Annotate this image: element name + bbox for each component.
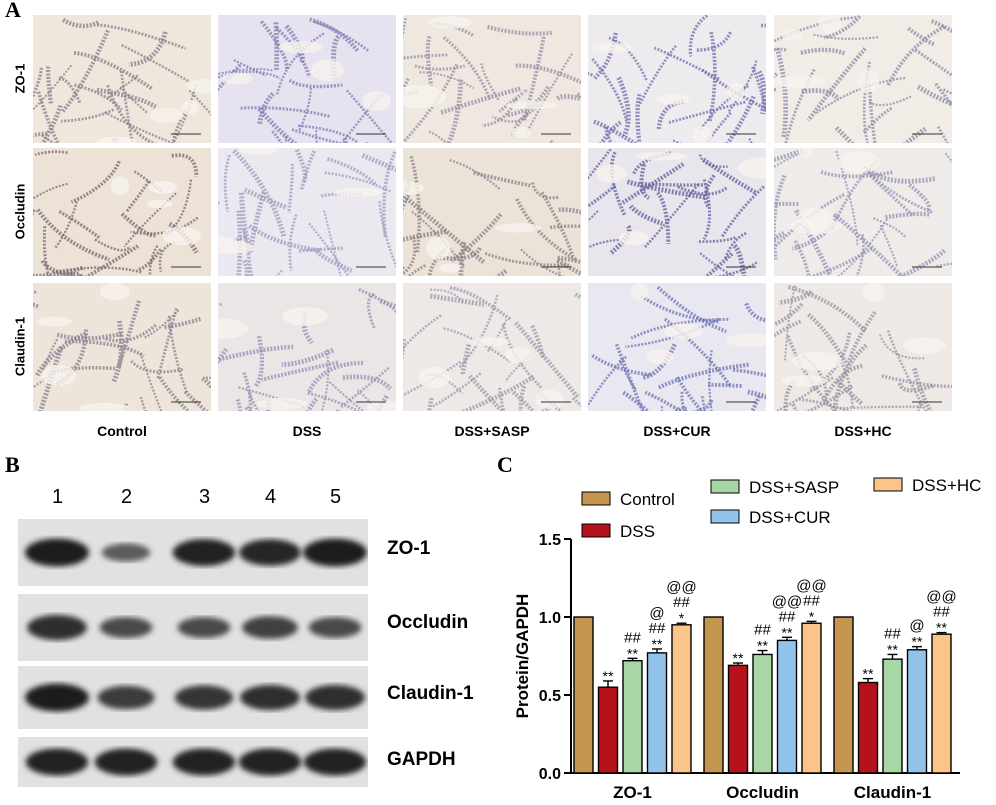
bar xyxy=(671,624,692,774)
lane-number-5: 5 xyxy=(330,486,342,508)
panel-b-letter: B xyxy=(5,452,20,477)
lane-number-2: 2 xyxy=(121,486,133,508)
bar xyxy=(931,633,952,774)
histology-image xyxy=(403,283,581,411)
bar xyxy=(833,616,854,774)
histology-image xyxy=(588,15,766,143)
column-label-3: DSS+CUR xyxy=(643,423,711,439)
bar xyxy=(857,681,879,774)
histology-image xyxy=(588,283,766,411)
significance-mark: ## xyxy=(803,592,820,609)
significance-mark: ## xyxy=(933,604,950,621)
panel-a-letter: A xyxy=(5,0,21,22)
bar xyxy=(646,652,668,774)
lane-number-3: 3 xyxy=(199,486,211,508)
lane-number-4: 4 xyxy=(265,486,277,508)
significance-mark: ## xyxy=(884,625,901,642)
histology-image xyxy=(403,15,581,143)
column-label-1: DSS xyxy=(292,423,322,439)
legend-swatch xyxy=(710,509,740,524)
blot-label: ZO-1 xyxy=(387,538,431,559)
y-tick-label: 0.0 xyxy=(539,766,561,783)
histology-image xyxy=(33,283,211,411)
row-label-0: ZO-1 xyxy=(12,63,28,94)
significance-mark: ## xyxy=(624,629,641,646)
legend-swatch xyxy=(581,523,611,538)
histology-image xyxy=(218,283,396,411)
column-label-2: DSS+SASP xyxy=(454,423,530,439)
significance-mark: ## xyxy=(673,594,690,611)
bar xyxy=(622,659,643,774)
histology-image xyxy=(33,148,211,276)
bar xyxy=(801,622,822,774)
blot-strip xyxy=(18,519,368,586)
blot-strip xyxy=(18,737,368,787)
blot-label: Occludin xyxy=(387,612,469,633)
bar xyxy=(597,686,619,774)
significance-mark: ** xyxy=(863,666,874,682)
row-label-1: Occludin xyxy=(12,183,28,240)
significance-mark: @@ xyxy=(926,589,956,606)
significance-mark: ** xyxy=(887,641,898,657)
blot-strip xyxy=(18,666,368,729)
legend-swatch xyxy=(581,491,611,506)
bar xyxy=(906,649,928,774)
significance-mark: @@ xyxy=(666,579,696,596)
category-label: Claudin-1 xyxy=(854,783,931,802)
histology-image xyxy=(774,283,952,411)
category-label: Occludin xyxy=(726,783,799,802)
significance-mark: ** xyxy=(936,620,947,636)
histology-image xyxy=(403,148,581,276)
legend-label: DSS+HC xyxy=(912,476,981,495)
panel-c-letter: C xyxy=(497,452,513,477)
significance-mark: @@ xyxy=(772,593,802,610)
significance-mark: @@ xyxy=(796,577,826,594)
blot-strip xyxy=(18,594,368,661)
significance-mark: ## xyxy=(779,608,796,625)
significance-mark: ## xyxy=(754,622,771,639)
legend-label: DSS+SASP xyxy=(749,478,839,497)
bar xyxy=(727,664,749,774)
significance-mark: ** xyxy=(652,636,663,652)
significance-mark: ** xyxy=(782,624,793,640)
significance-mark: ** xyxy=(627,645,638,661)
significance-mark: ## xyxy=(649,620,666,637)
bar xyxy=(573,616,594,774)
legend-label: Control xyxy=(620,490,675,509)
legend-label: DSS+CUR xyxy=(749,508,831,527)
significance-mark: * xyxy=(809,608,815,624)
significance-mark: ** xyxy=(733,650,744,666)
blot-label: GAPDH xyxy=(387,749,456,770)
significance-mark: @ xyxy=(909,618,924,635)
bar xyxy=(882,658,903,774)
bar xyxy=(703,616,724,774)
column-label-0: Control xyxy=(97,423,147,439)
row-label-2: Claudin-1 xyxy=(12,316,28,377)
legend-label: DSS xyxy=(620,522,655,541)
legend-swatch xyxy=(873,477,903,492)
bar xyxy=(752,653,773,774)
category-label: ZO-1 xyxy=(613,783,652,802)
histology-image xyxy=(774,148,952,276)
histology-image xyxy=(218,148,396,276)
y-tick-label: 1.5 xyxy=(539,532,561,549)
column-label-4: DSS+HC xyxy=(834,423,892,439)
legend-swatch xyxy=(710,479,740,494)
blot-label: Claudin-1 xyxy=(387,683,474,704)
histology-image xyxy=(218,15,396,143)
histology-image xyxy=(33,15,211,143)
lane-number-1: 1 xyxy=(52,486,64,508)
significance-mark: ** xyxy=(757,638,768,654)
bar xyxy=(776,639,798,774)
histology-image xyxy=(588,148,766,276)
y-tick-label: 1.0 xyxy=(539,610,561,627)
y-tick-label: 0.5 xyxy=(539,688,561,705)
significance-mark: @ xyxy=(649,605,664,622)
significance-mark: * xyxy=(679,610,685,626)
y-axis-label: Protein/GAPDH xyxy=(513,594,532,719)
significance-mark: ** xyxy=(912,634,923,650)
significance-mark: ** xyxy=(603,668,614,684)
histology-image xyxy=(774,15,952,143)
